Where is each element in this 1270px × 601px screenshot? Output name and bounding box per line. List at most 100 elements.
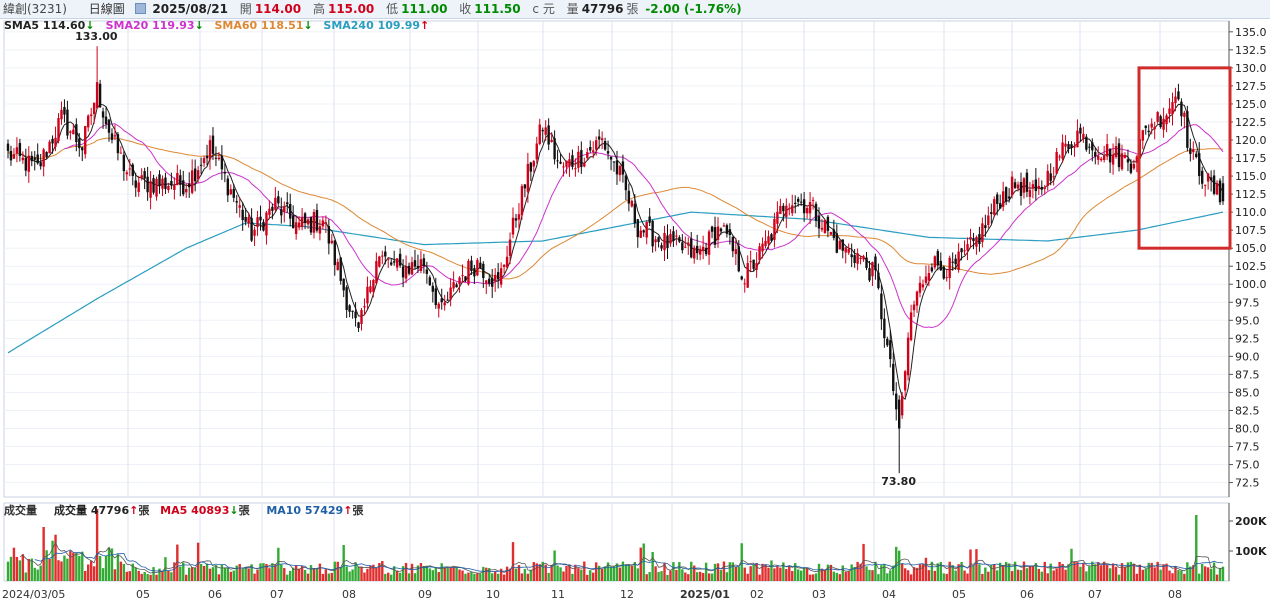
candle-body [1218, 180, 1222, 203]
candle-body [535, 143, 538, 160]
calendar-icon[interactable] [134, 3, 146, 14]
candle-body [909, 312, 913, 341]
candle-body [244, 216, 247, 222]
volume-bar [398, 572, 402, 581]
y-tick-label: 130.0 [1235, 62, 1267, 75]
open-label: 開 [239, 2, 252, 16]
candle-body [116, 134, 120, 154]
volume-bar [1168, 570, 1171, 581]
candle-body [87, 115, 90, 128]
candle-body [1076, 130, 1079, 148]
period-label[interactable]: 日線圖 [88, 2, 125, 16]
candle-body [179, 175, 182, 185]
volume-bar [1100, 565, 1103, 581]
high-label: 高 [312, 2, 325, 16]
volume-bar [1195, 515, 1198, 581]
y-tick-label: 110.0 [1235, 206, 1267, 219]
candle-body [1192, 149, 1195, 153]
volume-bar [6, 561, 10, 581]
candle-body [758, 246, 761, 261]
volume-bar [268, 568, 271, 581]
candle-body [752, 259, 755, 269]
volume-bar [306, 573, 310, 581]
candle-body [761, 243, 764, 252]
volume-tick-label: 200K [1235, 515, 1267, 528]
candle-body [562, 166, 565, 168]
volume-bar [351, 569, 354, 581]
candle-body [847, 248, 850, 253]
volume-bar [119, 561, 123, 581]
candle-body [924, 276, 928, 283]
volume-bar [81, 551, 84, 581]
volume-bar [808, 574, 812, 581]
candle-body [559, 161, 562, 164]
volume-bar [1183, 573, 1186, 581]
candle-body [369, 286, 372, 293]
volume-bar [966, 573, 969, 581]
candle-body [1046, 170, 1049, 186]
candle-body [256, 217, 259, 227]
candle-body [993, 199, 996, 215]
candle-body [731, 236, 735, 252]
volume-bar [485, 567, 488, 581]
volume-bar [960, 562, 963, 581]
volume-bar [568, 564, 571, 581]
volume-bar [508, 568, 512, 581]
candle-body [621, 161, 625, 175]
volume-bar [1153, 567, 1156, 581]
candle-body [107, 119, 111, 133]
volume-bar [60, 561, 63, 581]
volume-bar [609, 566, 613, 581]
volume-bar [710, 573, 714, 581]
volume-bar [378, 563, 381, 581]
volume-bar [202, 565, 206, 581]
volume-bar [883, 564, 886, 581]
candle-body [238, 205, 241, 208]
candle-body [1070, 144, 1073, 149]
candle-body [556, 160, 559, 162]
candle-body [375, 261, 378, 284]
volume-bar [321, 573, 325, 581]
volume-bar [348, 571, 351, 581]
volume-bar [731, 562, 735, 581]
candle-body [719, 228, 723, 232]
price-volume-chart[interactable]: 135.0 132.5 130.0 127.5 125.0 122.5 120.0 117.5… [0, 19, 1270, 601]
candle-body [984, 225, 987, 229]
candle-body [493, 274, 497, 282]
candle-body [687, 242, 690, 246]
candle-body [1206, 173, 1210, 182]
volume-bar [1209, 568, 1213, 581]
candle-body [315, 209, 319, 231]
candle-body [1162, 118, 1165, 130]
highlight-box [1137, 66, 1232, 250]
low-label: 低 [386, 2, 399, 16]
candle-body [502, 264, 506, 267]
volume-bar [205, 563, 209, 581]
volume-bar [802, 568, 806, 581]
volume-bar [491, 573, 494, 581]
candle-body [461, 275, 464, 277]
legends: SMA5 114.60↓ SMA20 119.93↓ SMA60 118.51↓ SM… [4, 19, 429, 517]
volume-bar [526, 573, 530, 581]
candle-body [39, 162, 42, 167]
candle-body [45, 152, 48, 158]
candle-body [770, 234, 773, 241]
volume-bar [1019, 570, 1023, 581]
volume-bar [92, 566, 96, 581]
volume-bar [137, 570, 140, 581]
price-legend-item: SMA20 119.93↓ [106, 19, 204, 32]
volume-bar [823, 569, 827, 581]
volume-bar [844, 571, 847, 581]
volume-bar [912, 567, 916, 581]
x-tick-label: 11 [551, 588, 565, 601]
volume-bar [1013, 561, 1017, 581]
candle-body [1114, 146, 1118, 157]
y-tick-label: 95.0 [1235, 314, 1260, 327]
volume-bar [871, 570, 874, 581]
volume-bar [101, 568, 105, 581]
candle-body [565, 160, 568, 167]
candle-body [710, 226, 714, 232]
candle-body [1183, 112, 1186, 117]
volume-bar [906, 570, 910, 581]
stock-name: 緯創(3231) [3, 2, 67, 16]
